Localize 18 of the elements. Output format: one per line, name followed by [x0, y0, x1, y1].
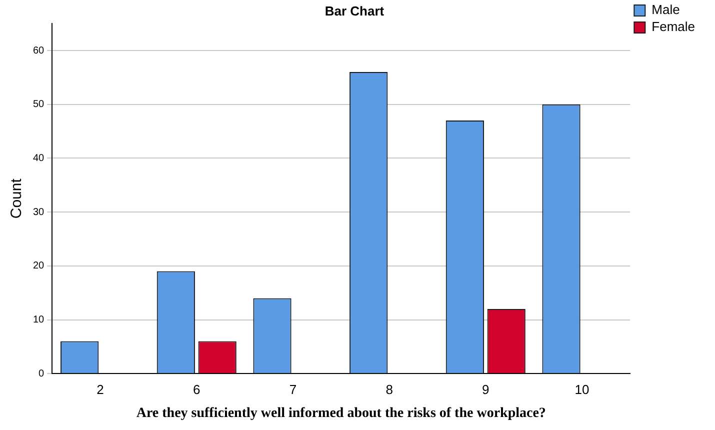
x-tick-label: 6: [193, 382, 200, 397]
y-tick-label: 10: [33, 314, 45, 326]
x-tick-label: 7: [289, 382, 297, 397]
x-tick-label: 8: [386, 382, 393, 397]
x-tick-label: 10: [574, 382, 590, 397]
legend-label: Female: [652, 19, 696, 34]
y-tick-label: 60: [33, 45, 45, 56]
y-tick-label: 0: [38, 368, 45, 380]
y-tick-label: 30: [33, 206, 45, 218]
chart-title: Bar Chart: [324, 3, 385, 18]
y-tick-label: 40: [33, 152, 45, 164]
y-tick-label: 20: [33, 260, 45, 272]
y-tick-label: 50: [33, 99, 45, 110]
y-axis-title: Count: [8, 178, 26, 219]
legend-label: Male: [652, 2, 680, 18]
x-tick-label: 2: [96, 382, 104, 397]
x-tick-label: 9: [482, 382, 490, 397]
x-axis-title: Are they sufficiently well informed about the risks of the workplace?: [136, 406, 546, 422]
